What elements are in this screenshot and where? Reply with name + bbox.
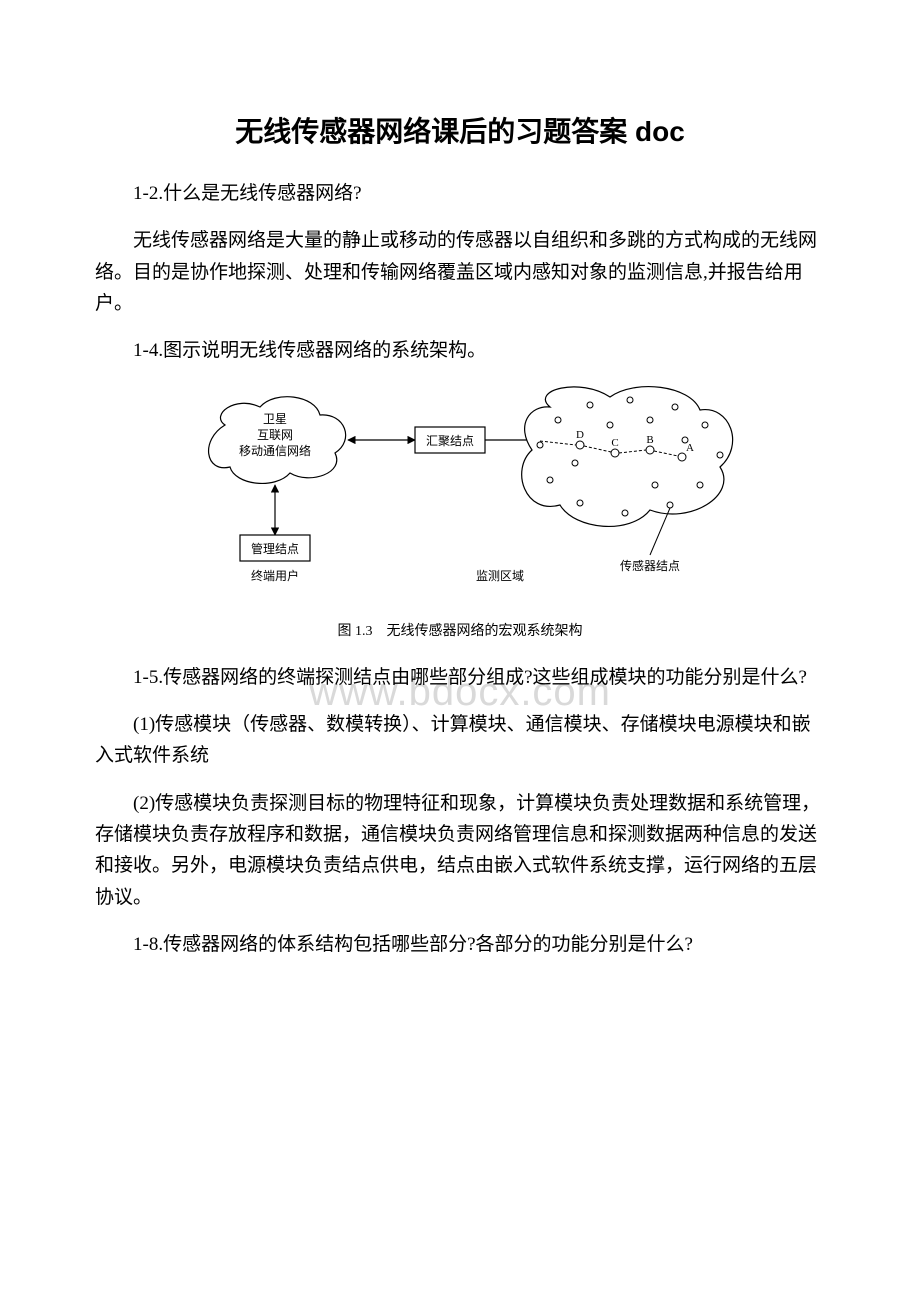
question-1-4: 1-4.图示说明无线传感器网络的系统架构。 [95, 335, 825, 366]
mgmt-node-label: 管理结点 [251, 541, 299, 556]
sensor-node-label: 传感器结点 [620, 558, 680, 573]
sensor-pointer [650, 508, 670, 555]
node-letter-d: D [576, 429, 584, 441]
question-1-5: 1-5.传感器网络的终端探测结点由哪些部分组成?这些组成模块的功能分别是什么? [95, 662, 825, 693]
cloud-line-3: 移动通信网络 [239, 443, 311, 458]
answer-1-5-part2: (2)传感模块负责探测目标的物理特征和现象，计算模块负责处理数据和系统管理，存储… [95, 788, 825, 913]
answer-1-2: 无线传感器网络是大量的静止或移动的传感器以自组织和多跳的方式构成的无线网络。目的… [95, 225, 825, 319]
page-title: 无线传感器网络课后的习题答案 doc [95, 110, 825, 150]
page-content: 无线传感器网络课后的习题答案 doc 1-2.什么是无线传感器网络? 无线传感器… [95, 110, 825, 960]
cloud-line-2: 互联网 [257, 428, 293, 442]
cloud-line-1: 卫星 [263, 412, 287, 426]
sink-node-label: 汇聚结点 [426, 434, 474, 448]
cloud-monitor-region [522, 386, 733, 526]
node-letter-a: A [686, 442, 694, 454]
region-label: 监测区域 [476, 569, 524, 583]
end-user-label: 终端用户 [251, 568, 299, 583]
node-letter-b: B [646, 434, 653, 446]
question-1-8: 1-8.传感器网络的体系结构包括哪些部分?各部分的功能分别是什么? [95, 929, 825, 960]
system-architecture-diagram: 卫星 互联网 移动通信网络 汇聚结点 [180, 385, 740, 610]
diagram-caption: 图 1.3 无线传感器网络的宏观系统架构 [95, 620, 825, 640]
question-1-2: 1-2.什么是无线传感器网络? [95, 178, 825, 209]
answer-1-5-part1: (1)传感模块（传感器、数模转换）、计算模块、通信模块、存储模块电源模块和嵌入式… [95, 709, 825, 772]
node-letter-c: C [611, 437, 618, 449]
diagram-svg: 卫星 互联网 移动通信网络 汇聚结点 [180, 385, 740, 605]
